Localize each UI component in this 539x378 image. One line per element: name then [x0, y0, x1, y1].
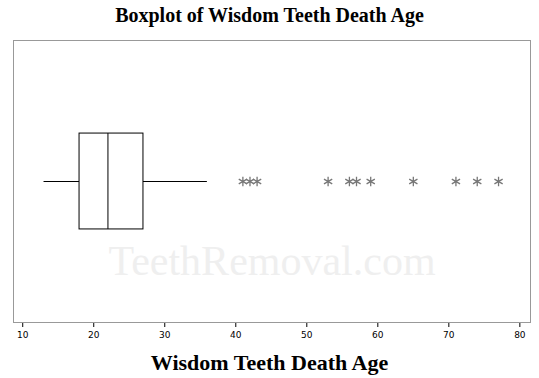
- html-text:Wisdom Teeth Death Age: Wisdom Teeth Death Age: [150, 350, 389, 375]
- svg-text:50: 50: [301, 330, 313, 340]
- svg-text:30: 30: [159, 330, 171, 340]
- svg-text:40: 40: [230, 330, 242, 340]
- svg-text:60: 60: [372, 330, 384, 340]
- svg-text:TeethRemoval.com: TeethRemoval.com: [108, 238, 435, 284]
- svg-text:70: 70: [443, 330, 455, 340]
- svg-text:20: 20: [88, 330, 100, 340]
- svg-text:80: 80: [514, 330, 526, 340]
- svg-text:10: 10: [17, 330, 29, 340]
- html-text:Boxplot of Wisdom Teeth Death: Boxplot of Wisdom Teeth Death Age: [115, 4, 424, 26]
